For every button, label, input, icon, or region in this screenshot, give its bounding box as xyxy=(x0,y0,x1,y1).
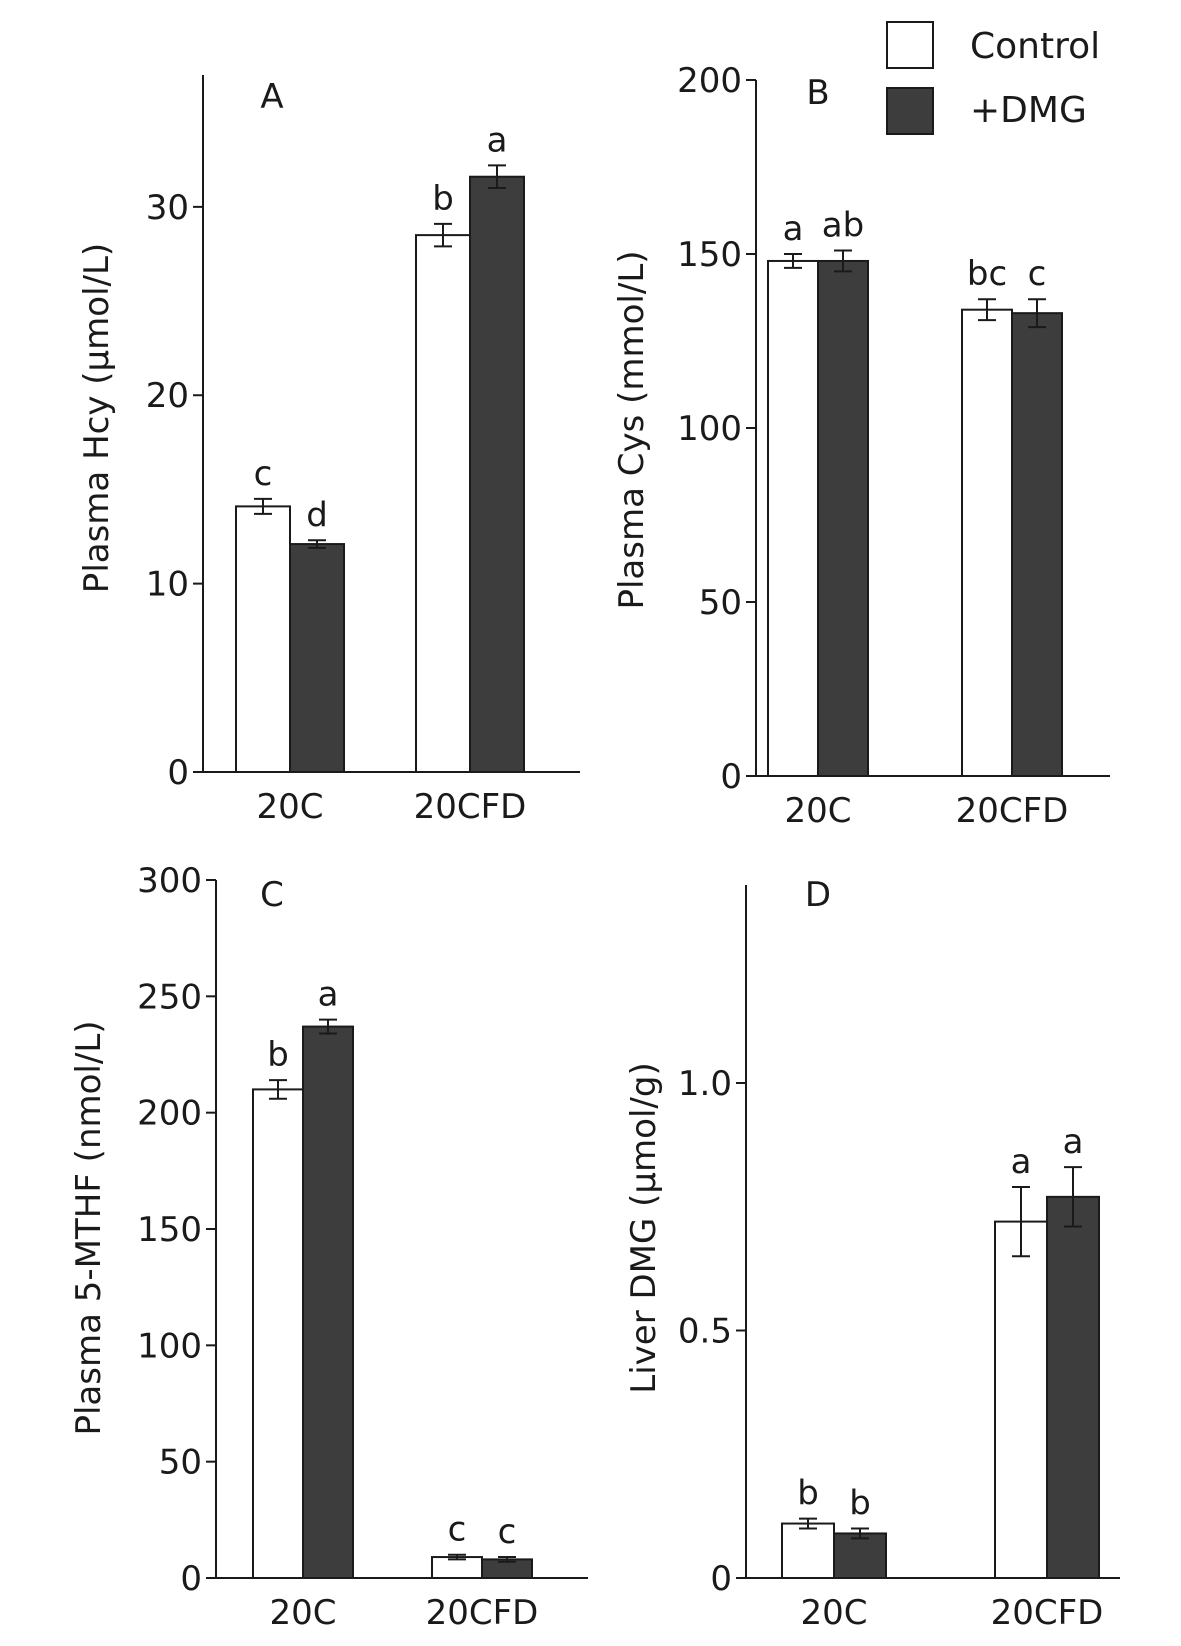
x-tick-label: 20C xyxy=(784,791,851,831)
y-tick-label: 1.0 xyxy=(678,1064,732,1104)
bar-control xyxy=(781,1522,835,1580)
x-tick-label: 20C xyxy=(269,1593,336,1633)
y-tick-label: 20 xyxy=(146,376,189,416)
bar-dmg xyxy=(1011,312,1063,777)
bar-dmg xyxy=(1046,1195,1100,1579)
significance-letter: c xyxy=(1028,254,1047,294)
x-tick-label: 20C xyxy=(800,1593,867,1633)
x-tick-label: 20CFD xyxy=(956,791,1069,831)
significance-letter: a xyxy=(1063,1122,1084,1162)
legend-swatch-dmg xyxy=(886,87,934,135)
panel-c: 0 50 100 150 200 250 300 Plasma 5-MTHF (nmol/L)… xyxy=(69,861,588,1633)
significance-letter: d xyxy=(306,495,328,535)
panel-letter: A xyxy=(260,77,283,117)
panel-b: 0 50 100 150 200 Plasma Cys (mmol/L) B 20C 20CFD… xyxy=(612,61,1110,831)
y-tick-label: 30 xyxy=(146,188,189,228)
y-tick-label: 200 xyxy=(677,61,742,101)
y-tick-label: 250 xyxy=(137,977,202,1017)
significance-letter: a xyxy=(318,975,339,1015)
legend-label-control: Control xyxy=(970,26,1100,67)
y-tick-label: 0 xyxy=(720,757,742,797)
bar-control xyxy=(961,308,1013,777)
significance-letter: a xyxy=(487,120,508,160)
x-tick-label: 20CFD xyxy=(426,1593,539,1633)
y-tick-label: 0 xyxy=(167,753,189,793)
bar-control xyxy=(415,234,471,773)
significance-letter: b xyxy=(797,1474,819,1514)
significance-letter: b xyxy=(267,1035,289,1075)
y-tick-label: 100 xyxy=(677,409,742,449)
y-tick-label: 0 xyxy=(180,1559,202,1599)
significance-letter: c xyxy=(448,1510,467,1550)
significance-letter: a xyxy=(1011,1142,1032,1182)
bar-dmg xyxy=(289,543,345,773)
y-tick-label: 150 xyxy=(677,235,742,275)
y-tick-label: 100 xyxy=(137,1326,202,1366)
y-axis-label: Plasma Cys (mmol/L) xyxy=(612,250,652,609)
x-tick-label: 20CFD xyxy=(991,1593,1104,1633)
panel-d: 0 0.5 1.0 Liver DMG (μmol/g) D 20C 20CFD b a b a xyxy=(624,875,1120,1633)
x-tick-label: 20C xyxy=(256,787,323,827)
significance-letter: c xyxy=(498,1512,517,1552)
y-tick-label: 50 xyxy=(699,583,742,623)
panel-letter: B xyxy=(806,73,829,113)
significance-letter: b xyxy=(849,1484,871,1524)
significance-letter: bc xyxy=(967,254,1007,294)
x-tick-label: 20CFD xyxy=(414,787,527,827)
significance-letter: ab xyxy=(822,206,864,246)
legend-swatch-control xyxy=(886,21,934,69)
panel-letter: C xyxy=(260,875,284,915)
significance-letter: b xyxy=(432,179,454,219)
y-axis-label: Plasma Hcy (μmol/L) xyxy=(77,243,117,593)
y-axis-label: Plasma 5-MTHF (nmol/L) xyxy=(69,1020,109,1435)
bar-control xyxy=(767,259,819,777)
legend-label-dmg: +DMG xyxy=(970,90,1087,131)
y-tick-label: 50 xyxy=(159,1443,202,1483)
y-tick-label: 150 xyxy=(137,1210,202,1250)
significance-letter: a xyxy=(783,209,804,249)
panel-letter: D xyxy=(805,875,831,915)
bar-control xyxy=(252,1088,304,1580)
y-tick-label: 0.5 xyxy=(678,1312,732,1352)
bar-dmg xyxy=(469,175,525,774)
y-axis-label: Liver DMG (μmol/g) xyxy=(624,1062,664,1393)
bar-control xyxy=(235,505,291,773)
legend: Control +DMG xyxy=(886,21,1100,135)
y-tick-label: 200 xyxy=(137,1094,202,1134)
significance-letter: c xyxy=(254,454,273,494)
y-tick-label: 300 xyxy=(137,861,202,901)
bar-dmg xyxy=(833,1532,887,1579)
bar-dmg xyxy=(302,1025,354,1579)
y-tick-label: 0 xyxy=(710,1559,732,1599)
bar-dmg xyxy=(817,259,869,777)
bar-control xyxy=(994,1220,1048,1579)
panel-a: 0 10 20 30 Plasma Hcy (μmol/L) A 20C 20CFD c b d a xyxy=(77,75,580,827)
y-tick-label: 10 xyxy=(146,565,189,605)
